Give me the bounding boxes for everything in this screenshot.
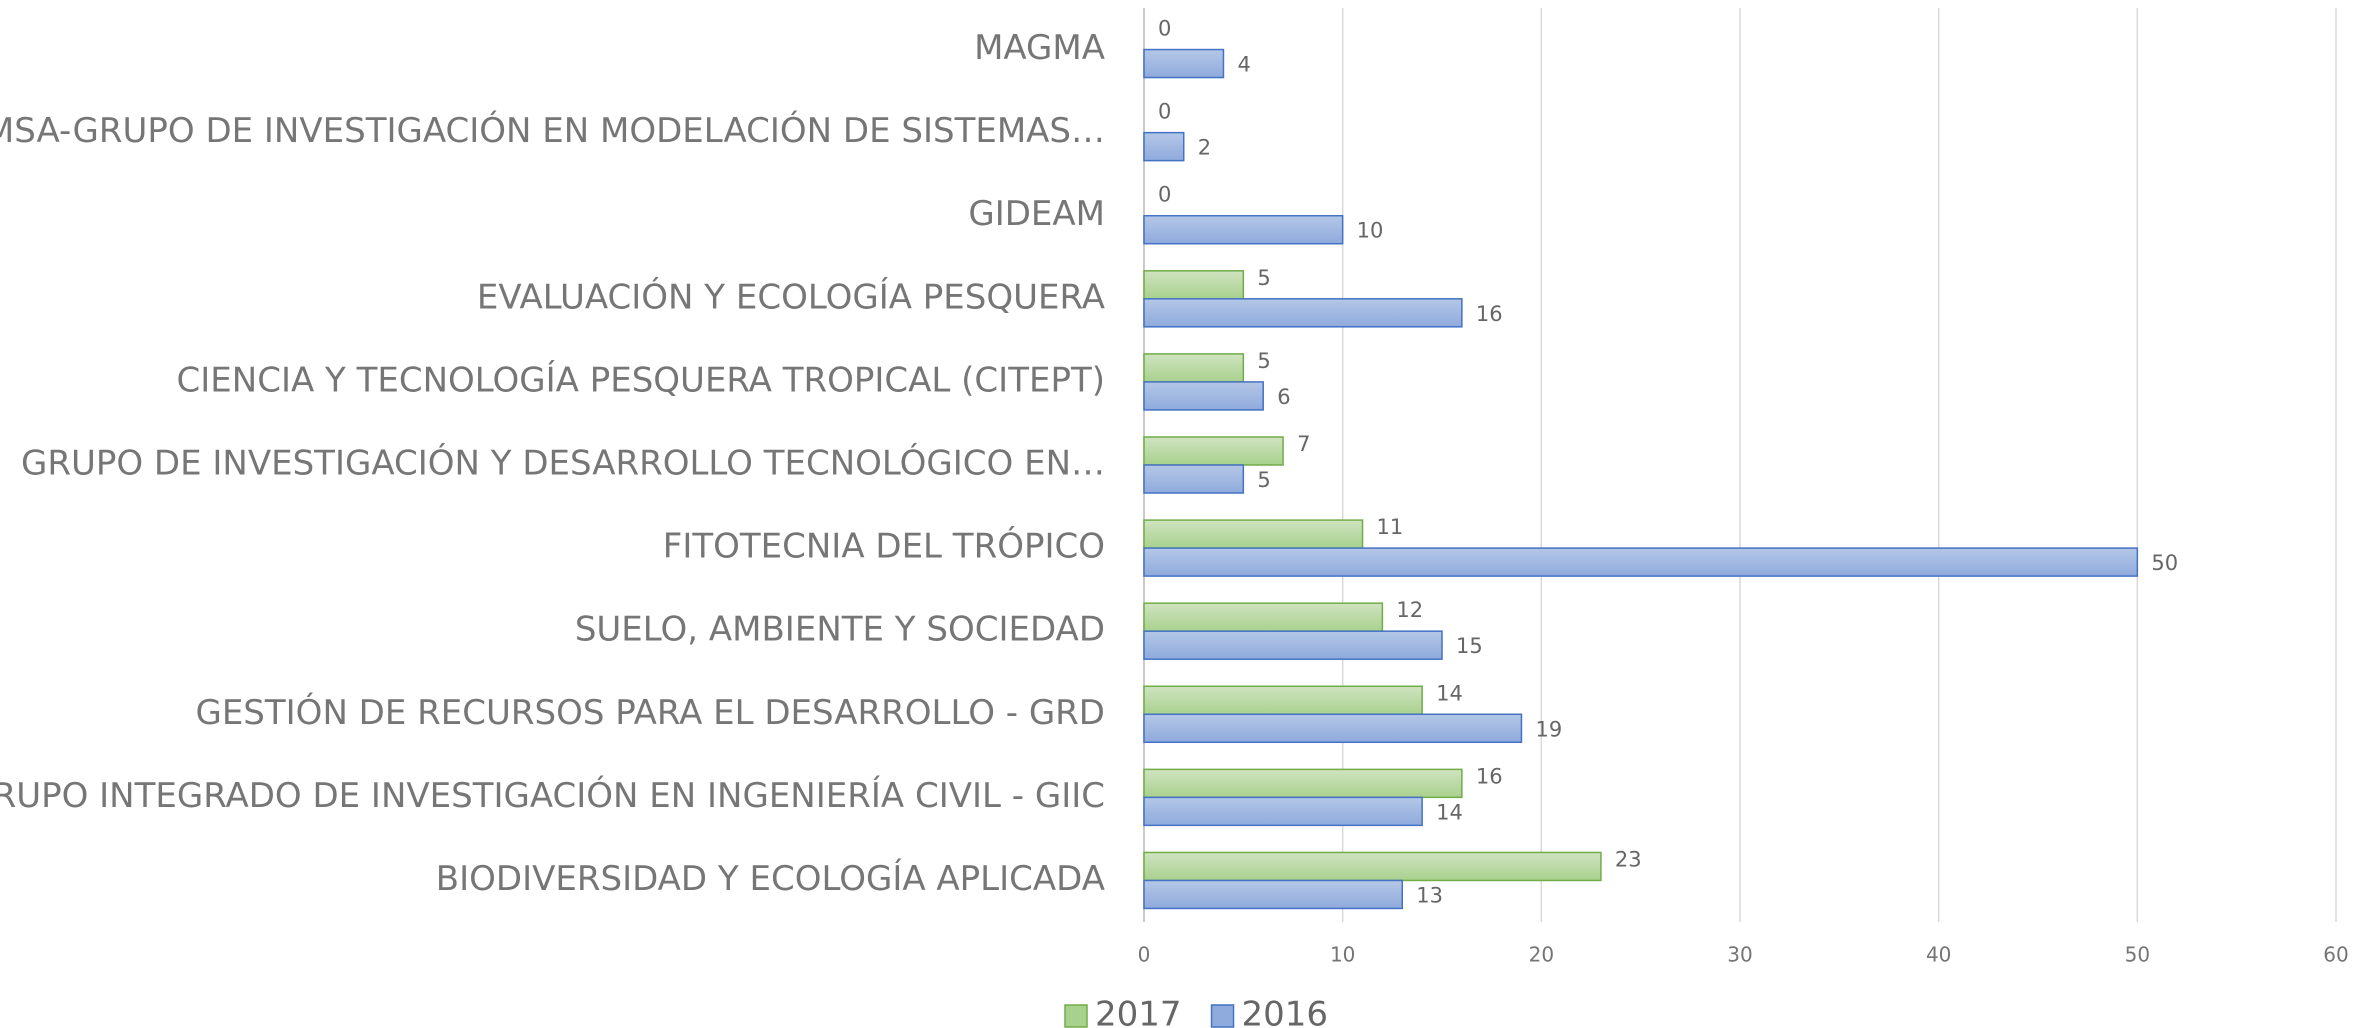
category-label: GIMSA-GRUPO DE INVESTIGACIÓN EN MODELACI…: [0, 110, 1105, 151]
value-label: 0: [1158, 183, 1171, 207]
x-tick-label: 30: [1727, 943, 1752, 967]
x-tick-label: 10: [1330, 943, 1355, 967]
value-label: 16: [1476, 302, 1503, 326]
bar: [1143, 851, 1602, 882]
bar: [1143, 48, 1225, 79]
category-label: GIDEAM: [968, 194, 1105, 234]
value-label: 16: [1476, 764, 1503, 788]
category-label: EVALUACIÓN Y ECOLOGÍA PESQUERA: [477, 276, 1105, 317]
x-tick-label: 0: [1138, 943, 1151, 967]
value-label: 5: [1257, 468, 1270, 492]
value-label: 0: [1158, 17, 1171, 41]
bar: [1143, 879, 1404, 910]
category-label: FITOTECNIA DEL TRÓPICO: [663, 526, 1105, 567]
bar: [1143, 519, 1364, 549]
bar: [1143, 547, 2139, 577]
value-label: 10: [1357, 219, 1384, 243]
category-label: GRUPO DE INVESTIGACIÓN Y DESARROLLO TECN…: [21, 443, 1105, 484]
value-label: 12: [1396, 598, 1423, 622]
bar: [1143, 214, 1344, 245]
value-label: 0: [1158, 100, 1171, 124]
value-label: 2: [1198, 136, 1211, 160]
category-label: SUELO, AMBIENTE Y SOCIEDAD: [575, 610, 1105, 650]
bar: [1143, 381, 1264, 411]
value-label: 4: [1237, 53, 1250, 77]
bar: [1143, 131, 1185, 162]
legend-label: 2016: [1242, 995, 1329, 1028]
bar: [1143, 270, 1245, 300]
value-label: 15: [1456, 634, 1483, 658]
legend-swatch: [1210, 1004, 1235, 1028]
bar: [1143, 464, 1245, 494]
value-label: 50: [2151, 551, 2178, 575]
value-label: 5: [1257, 266, 1270, 290]
bar: [1143, 685, 1423, 716]
x-tick-label: 40: [1926, 943, 1951, 967]
x-tick-label: 50: [2125, 943, 2150, 967]
category-label: CIENCIA Y TECNOLOGÍA PESQUERA TROPICAL (…: [177, 359, 1105, 400]
value-label: 7: [1297, 432, 1310, 456]
category-label: MAGMA: [974, 28, 1105, 68]
legend-label: 2017: [1095, 995, 1182, 1028]
bar: [1143, 298, 1463, 328]
x-tick-label: 60: [2323, 943, 2348, 967]
value-label: 11: [1377, 515, 1404, 539]
legend-swatch: [1064, 1004, 1088, 1028]
value-label: 5: [1257, 349, 1270, 373]
value-label: 13: [1416, 883, 1443, 907]
value-label: 14: [1436, 800, 1463, 824]
bar: [1143, 796, 1423, 827]
value-label: 6: [1277, 385, 1290, 409]
bar: [1143, 630, 1443, 660]
value-label: 14: [1436, 681, 1463, 705]
x-tick-label: 20: [1529, 943, 1554, 967]
bar: [1143, 768, 1463, 799]
bar: [1143, 436, 1284, 466]
category-label: GESTIÓN DE RECURSOS PARA EL DESARROLLO -…: [195, 692, 1105, 733]
bar: [1143, 353, 1245, 383]
category-label: BIODIVERSIDAD Y ECOLOGÍA APLICADA: [436, 858, 1105, 899]
value-label: 23: [1615, 847, 1642, 871]
bar: [1143, 713, 1523, 744]
bar: [1143, 602, 1384, 632]
value-label: 19: [1535, 717, 1562, 741]
category-label: GRUPO INTEGRADO DE INVESTIGACIÓN EN INGE…: [0, 775, 1105, 816]
